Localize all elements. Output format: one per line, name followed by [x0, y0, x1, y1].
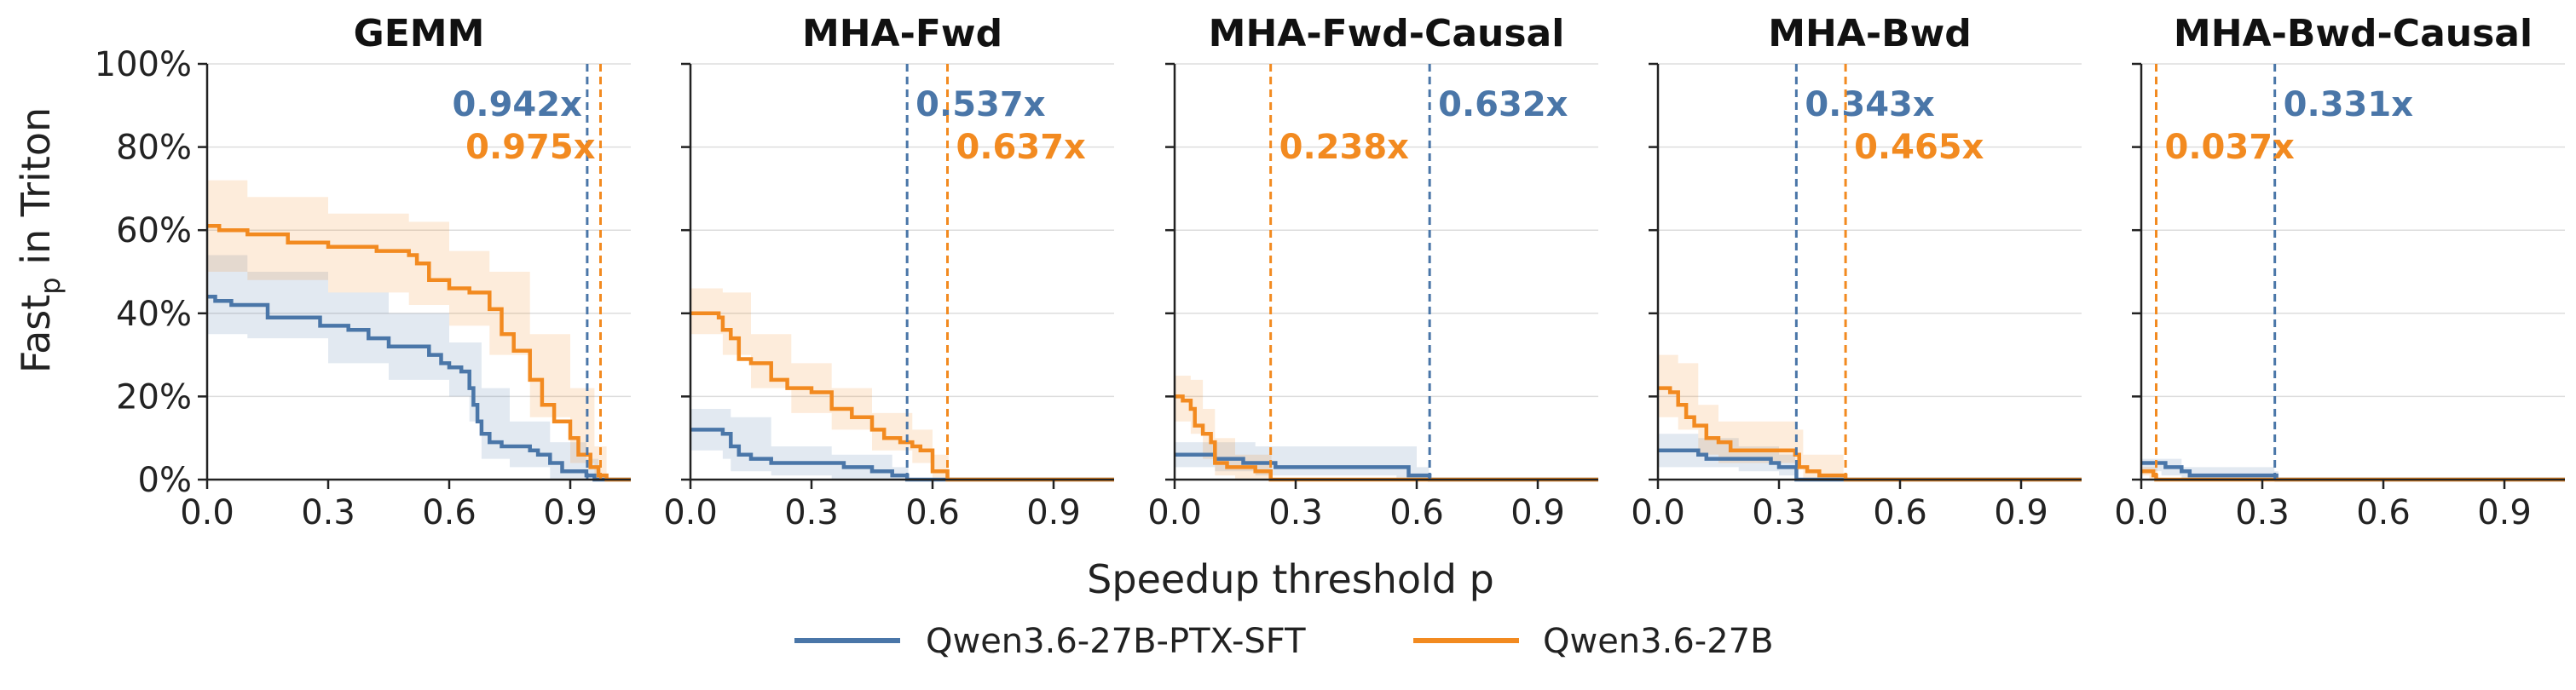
legend-label-base: Qwen3.6-27B [1543, 622, 1774, 661]
y-tick-label: 0% [138, 461, 192, 500]
ci-band-series-0 [1658, 434, 1795, 480]
panel-title: GEMM [354, 12, 485, 55]
legend: Qwen3.6-27B-PTX-SFT Qwen3.6-27B [794, 622, 1774, 661]
x-tick-label: 0.0 [2114, 493, 2169, 532]
panel-gemm: 0.942x 0.975x 0% 20% 40% 60% 80% 100% 0.0 0.3 0.6 0… [95, 12, 631, 532]
x-tick-label: 0.9 [2477, 493, 2532, 532]
threshold-label-1: 0.465x [1854, 128, 1984, 167]
series-line-1 [1658, 386, 2082, 482]
panel-title: MHA-Bwd-Causal [2174, 12, 2533, 55]
x-tick-label: 0.9 [1026, 493, 1081, 532]
ci-band-series-0 [690, 409, 909, 480]
y-tick-label: 20% [116, 377, 192, 417]
y-tick-label: 40% [116, 295, 192, 334]
series-line-1 [207, 224, 631, 482]
x-tick-label: 0.9 [543, 493, 598, 532]
x-tick-label: 0.6 [1873, 493, 1927, 532]
y-tick-label: 60% [116, 211, 192, 250]
panel-mha-fwd-causal: 0.632x 0.238x 0.0 0.3 0.6 0.9 MHA-Fwd-Causal [1147, 12, 1598, 532]
y-axis-label: Fastp in Triton [13, 107, 66, 373]
x-tick-label: 0.6 [1389, 493, 1444, 532]
series-line-0 [690, 428, 1114, 482]
x-tick-label: 0.6 [905, 493, 960, 532]
x-tick-label: 0.9 [1510, 493, 1565, 532]
x-axis-label: Speedup threshold p [1087, 556, 1494, 602]
y-tick-label: 100% [95, 45, 192, 84]
threshold-label-1: 0.975x [465, 128, 596, 167]
panel-title: MHA-Fwd [802, 12, 1002, 55]
ci-band-series-0 [1175, 442, 1430, 480]
x-tick-label: 0.6 [2356, 493, 2411, 532]
x-tick-label: 0.3 [784, 493, 839, 532]
legend-label-ptx-sft: Qwen3.6-27B-PTX-SFT [926, 622, 1306, 661]
threshold-label-0: 0.343x [1805, 85, 1935, 124]
panel-mha-fwd: 0.537x 0.637x 0.0 0.3 0.6 0.9 MHA-Fwd [663, 12, 1114, 532]
panel-mha-bwd: 0.343x 0.465x 0.0 0.3 0.6 0.9 MHA-Bwd [1631, 12, 2082, 532]
threshold-label-0: 0.331x [2284, 85, 2414, 124]
x-tick-label: 0.0 [663, 493, 718, 532]
threshold-label-0: 0.942x [453, 85, 583, 124]
series-line-1 [690, 311, 1114, 482]
ci-band-series-0 [207, 255, 599, 480]
threshold-label-0: 0.537x [915, 85, 1046, 124]
x-tick-label: 0.3 [1268, 493, 1323, 532]
threshold-label-1: 0.037x [2165, 128, 2296, 167]
x-tick-label: 0.0 [1631, 493, 1685, 532]
threshold-label-1: 0.238x [1279, 128, 1410, 167]
x-tick-label: 0.9 [1994, 493, 2048, 532]
panel-mha-bwd-causal: 0.331x 0.037x 0.0 0.3 0.6 0.9 MHA-Bwd-Causal [2114, 12, 2565, 532]
panel-title: MHA-Fwd-Causal [1209, 12, 1565, 55]
x-tick-label: 0.6 [422, 493, 477, 532]
series-line-1 [1175, 394, 1598, 482]
x-tick-label: 0.0 [1147, 493, 1202, 532]
x-tick-label: 0.3 [2235, 493, 2290, 532]
x-tick-label: 0.3 [301, 493, 355, 532]
panel-title: MHA-Bwd [1768, 12, 1972, 55]
series-line-0 [207, 295, 631, 482]
ci-band-series-1 [1175, 376, 1272, 480]
x-tick-label: 0.3 [1752, 493, 1806, 532]
x-tick-label: 0.0 [180, 493, 234, 532]
y-tick-label: 80% [116, 129, 192, 168]
series-line-0 [2141, 461, 2565, 482]
ci-band-series-1 [207, 180, 607, 480]
threshold-label-0: 0.632x [1438, 85, 1568, 124]
threshold-label-1: 0.637x [956, 128, 1087, 167]
